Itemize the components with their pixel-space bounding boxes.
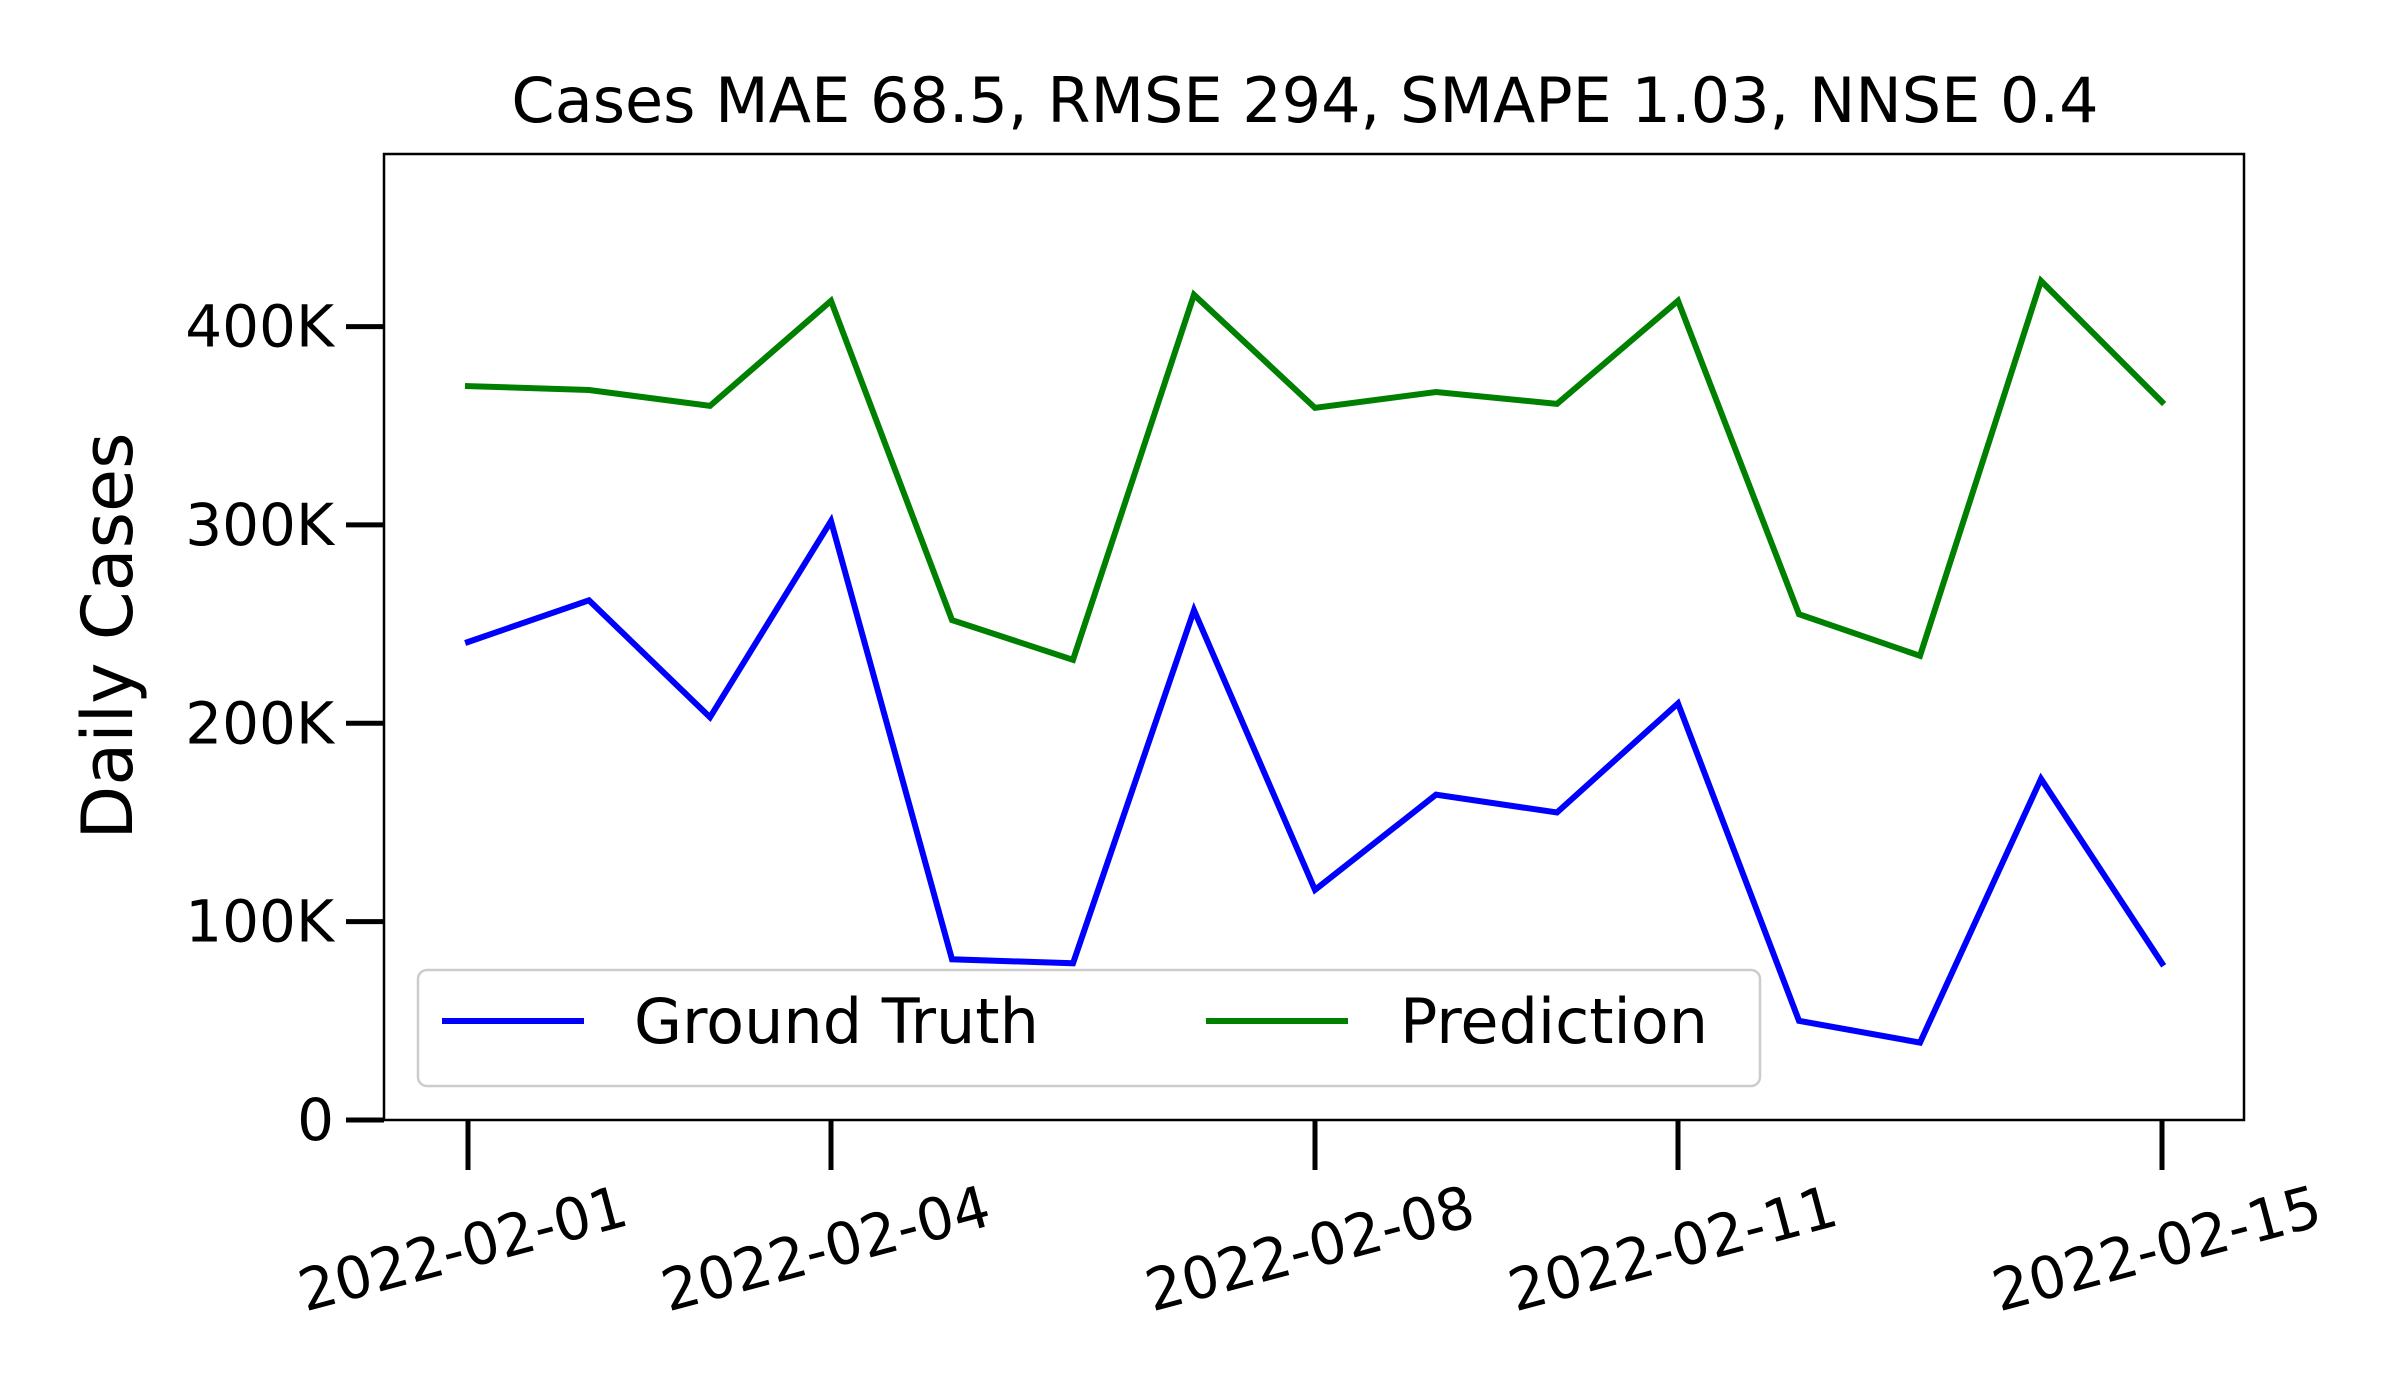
series-line-prediction bbox=[464, 275, 2167, 664]
series-lines bbox=[464, 275, 2167, 1046]
y-tick-label: 300K bbox=[185, 491, 336, 559]
y-tick-label: 0 bbox=[297, 1086, 334, 1154]
legend-box bbox=[416, 968, 1762, 1088]
chart-title: Cases MAE 68.5, RMSE 294, SMAPE 1.03, NN… bbox=[511, 64, 2098, 137]
legend-label-prediction: Prediction bbox=[1400, 985, 1708, 1058]
legend-label-ground-truth: Ground Truth bbox=[634, 985, 1039, 1058]
y-tick-label: 100K bbox=[185, 888, 336, 956]
y-axis-ticks: 0 100K 200K 300K 400K bbox=[185, 293, 384, 1154]
y-tick-label: 400K bbox=[185, 293, 336, 361]
plot-area-frame bbox=[382, 152, 2246, 1122]
y-axis-label: Daily Cases bbox=[67, 432, 149, 839]
legend: Ground Truth Prediction bbox=[416, 968, 1762, 1088]
series-line-ground-truth bbox=[464, 513, 2167, 1046]
y-tick-label: 200K bbox=[185, 689, 336, 757]
